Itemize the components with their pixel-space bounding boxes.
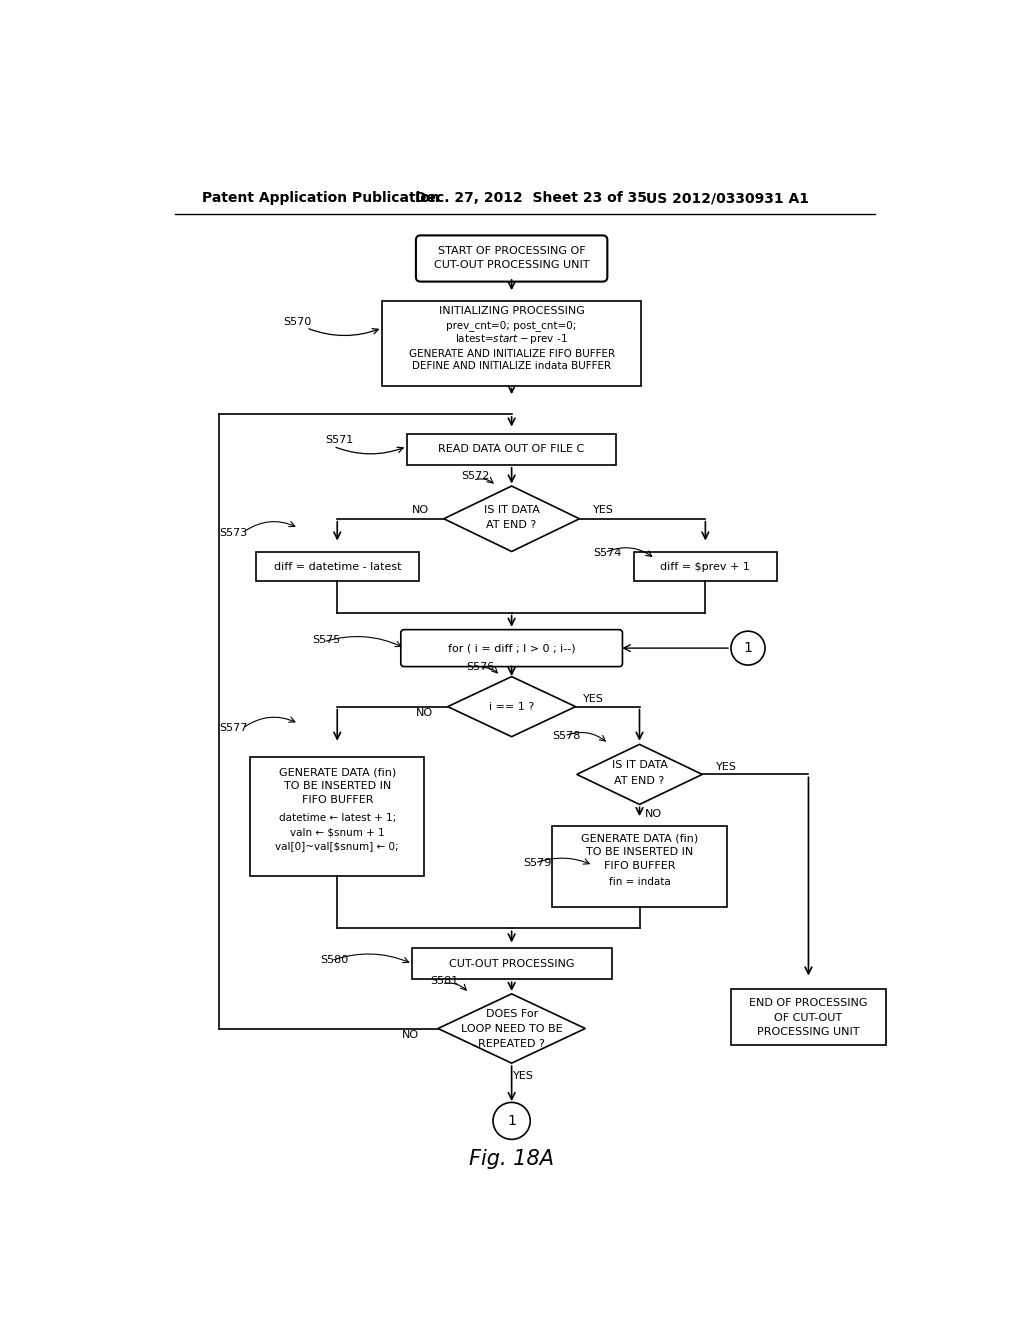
Text: Fig. 18A: Fig. 18A [469,1150,554,1170]
Text: FIFO BUFFER: FIFO BUFFER [604,861,675,871]
Text: S571: S571 [326,436,354,445]
Text: FIFO BUFFER: FIFO BUFFER [301,795,373,805]
Text: S576: S576 [467,661,495,672]
Text: YES: YES [513,1072,534,1081]
Text: S578: S578 [553,731,581,741]
Text: INITIALIZING PROCESSING: INITIALIZING PROCESSING [438,306,585,315]
Text: PROCESSING UNIT: PROCESSING UNIT [757,1027,860,1036]
Text: GENERATE DATA (fin): GENERATE DATA (fin) [581,833,698,843]
Bar [412,948,611,979]
Text: diff = $prev + 1: diff = $prev + 1 [660,561,751,572]
Bar [731,989,886,1044]
Text: S581: S581 [430,975,459,986]
Text: Dec. 27, 2012  Sheet 23 of 35: Dec. 27, 2012 Sheet 23 of 35 [415,191,647,206]
Text: diff = datetime - latest: diff = datetime - latest [273,561,401,572]
Circle shape [731,631,765,665]
Text: 1: 1 [507,1114,516,1127]
Text: S570: S570 [283,317,311,326]
Polygon shape [447,677,575,737]
Text: YES: YES [583,694,603,704]
Text: AT END ?: AT END ? [486,520,537,529]
Bar [256,552,419,581]
Text: READ DATA OUT OF FILE C: READ DATA OUT OF FILE C [438,445,585,454]
FancyBboxPatch shape [400,630,623,667]
Text: S573: S573 [219,528,248,537]
Polygon shape [577,744,702,804]
Text: NO: NO [412,504,429,515]
Text: prev_cnt=0; post_cnt=0;: prev_cnt=0; post_cnt=0; [446,319,577,331]
Text: val[0]~val[$snum] ← 0;: val[0]~val[$snum] ← 0; [275,841,399,851]
Text: fin = indata: fin = indata [608,878,671,887]
Text: NO: NO [402,1030,420,1040]
Text: TO BE INSERTED IN: TO BE INSERTED IN [284,781,391,791]
Text: IS IT DATA: IS IT DATA [611,760,668,770]
Text: latest=$start - $prev -1: latest=$start - $prev -1 [456,331,568,346]
Bar [382,301,641,385]
Text: LOOP NEED TO BE: LOOP NEED TO BE [461,1024,562,1035]
Text: S575: S575 [312,635,341,645]
Text: YES: YES [716,762,736,772]
Bar [250,758,424,876]
Text: GENERATE DATA (fin): GENERATE DATA (fin) [279,767,396,777]
Text: TO BE INSERTED IN: TO BE INSERTED IN [586,847,693,857]
Text: NO: NO [417,708,433,718]
Bar [407,434,616,465]
Text: valn ← $snum + 1: valn ← $snum + 1 [290,828,385,837]
Text: YES: YES [593,504,613,515]
Text: START OF PROCESSING OF: START OF PROCESSING OF [438,246,586,256]
Bar [552,826,727,907]
Text: S572: S572 [461,471,489,482]
FancyBboxPatch shape [416,235,607,281]
Text: i == 1 ?: i == 1 ? [489,702,535,711]
Text: REPEATED ?: REPEATED ? [478,1039,545,1049]
Text: IS IT DATA: IS IT DATA [483,504,540,515]
Text: DEFINE AND INITIALIZE indata BUFFER: DEFINE AND INITIALIZE indata BUFFER [412,362,611,371]
Polygon shape [443,486,580,552]
Text: END OF PROCESSING: END OF PROCESSING [750,998,867,1008]
Text: US 2012/0330931 A1: US 2012/0330931 A1 [646,191,809,206]
Text: CUT-OUT PROCESSING UNIT: CUT-OUT PROCESSING UNIT [434,260,590,269]
Text: for ( i = diff ; l > 0 ; i--): for ( i = diff ; l > 0 ; i--) [447,643,575,653]
Text: NO: NO [645,809,662,820]
Text: datetime ← latest + 1;: datetime ← latest + 1; [279,813,396,824]
Text: OF CUT-OUT: OF CUT-OUT [774,1012,843,1023]
Circle shape [493,1102,530,1139]
Text: Patent Application Publication: Patent Application Publication [202,191,439,206]
Text: S580: S580 [321,954,348,965]
Text: S579: S579 [523,858,552,869]
Text: 1: 1 [743,642,753,655]
Text: DOES For: DOES For [485,1008,538,1019]
Bar [634,552,777,581]
Polygon shape [438,994,586,1063]
Text: CUT-OUT PROCESSING: CUT-OUT PROCESSING [449,958,574,969]
Text: S577: S577 [219,723,248,733]
Text: AT END ?: AT END ? [614,776,665,785]
Text: GENERATE AND INITIALIZE FIFO BUFFER: GENERATE AND INITIALIZE FIFO BUFFER [409,348,614,359]
Text: S574: S574 [593,548,622,557]
